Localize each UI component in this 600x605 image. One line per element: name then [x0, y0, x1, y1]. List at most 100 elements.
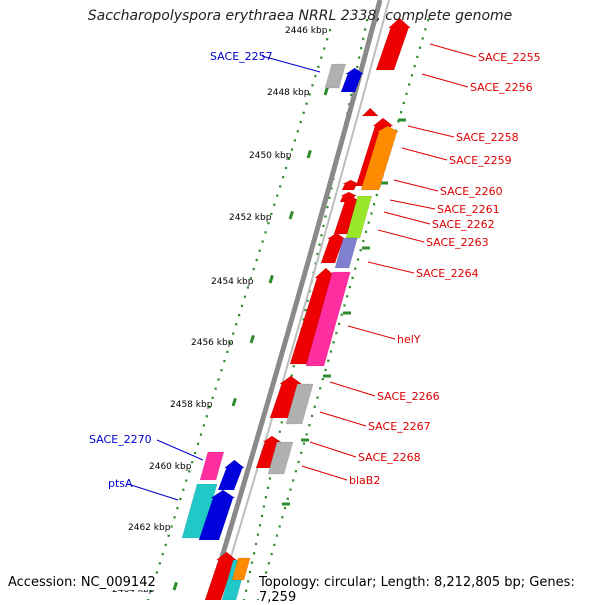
gene-label-blab2[interactable]: blaB2: [349, 474, 380, 487]
track-dot: [328, 196, 331, 199]
track-dot: [402, 101, 405, 105]
track-dot: [427, 19, 430, 22]
track-dot: [351, 276, 354, 279]
track-dot: [282, 176, 285, 179]
track-dot: [329, 29, 332, 32]
track-dot: [321, 378, 324, 381]
leader-line: [393, 179, 439, 192]
gene-label-sace-2261[interactable]: SACE_2261: [437, 203, 500, 216]
track-dot: [278, 525, 281, 528]
scale-label: 2462 kbp: [128, 523, 171, 533]
track-dot: [278, 430, 281, 433]
gene-label-sace-2267[interactable]: SACE_2267: [368, 420, 431, 433]
track-dot: [360, 47, 363, 50]
track-dot: [258, 249, 261, 252]
scale-tick: [282, 502, 290, 506]
track-dot: [421, 37, 424, 40]
track-dot: [366, 19, 369, 22]
track-dot: [348, 285, 351, 289]
leader-line: [429, 43, 477, 58]
track-dot: [273, 543, 276, 546]
gene-label-sace-2255[interactable]: SACE_2255: [478, 51, 541, 64]
gene-label-sace-2260[interactable]: SACE_2260: [440, 185, 503, 198]
gene-blab2: [267, 441, 294, 475]
track-dot: [308, 93, 311, 96]
track-dot: [260, 514, 264, 518]
leader-line: [329, 381, 376, 397]
track-dot: [264, 496, 268, 499]
gene-label-sace-2266[interactable]: SACE_2266: [377, 390, 440, 403]
scale-tick: [398, 118, 406, 122]
scale-label: 2446 kbp: [285, 26, 328, 36]
track-dot: [302, 111, 305, 114]
track-dot: [413, 65, 416, 68]
track-dot: [246, 286, 250, 289]
track-dot: [293, 139, 296, 142]
scale-tick: [268, 274, 274, 284]
accession-label: Accession: NC_009142: [8, 575, 156, 590]
leader-line: [309, 441, 357, 458]
track-dot: [262, 505, 266, 508]
gene-label-sace-2259[interactable]: SACE_2259: [449, 154, 512, 167]
track-dot: [161, 553, 164, 556]
leader-line: [156, 439, 204, 461]
topology-label: Topology: circular; Length: 8,212,805 bp…: [259, 575, 600, 605]
track-dot: [155, 571, 159, 574]
gene-label-ptsa[interactable]: ptsA: [108, 477, 133, 490]
track-dot: [323, 47, 326, 50]
track-dot: [296, 130, 299, 133]
track-dot: [305, 433, 308, 436]
gene-label-sace-2270[interactable]: SACE_2270: [89, 433, 152, 446]
track-dot: [326, 38, 329, 41]
track-dot: [350, 93, 353, 97]
gene-label-sace-2268[interactable]: SACE_2268: [358, 451, 421, 464]
track-dot: [229, 341, 232, 344]
track-dot: [326, 206, 329, 209]
track-dot: [243, 295, 247, 298]
dotted-track-left: [147, 29, 332, 600]
track-dot: [320, 234, 323, 237]
track-dot: [324, 368, 327, 372]
track-dot: [270, 212, 273, 216]
track-dot: [375, 193, 378, 197]
track-dot: [226, 350, 229, 353]
track-dot: [400, 111, 403, 114]
track-dot: [348, 103, 351, 106]
track-dot: [416, 55, 419, 59]
track-dot: [418, 46, 422, 49]
track-dot: [214, 387, 217, 390]
scale-tick: [343, 311, 351, 315]
label-leader-lines: [127, 43, 477, 501]
dotted-track-right: [257, 19, 430, 600]
leader-line: [127, 483, 179, 501]
track-dot: [362, 239, 365, 243]
track-dot: [289, 488, 292, 491]
gene-label-sace-2264[interactable]: SACE_2264: [416, 267, 479, 280]
track-dot: [306, 299, 309, 302]
gene-label-sace-2258[interactable]: SACE_2258: [456, 131, 519, 144]
gene-label-sace-2256[interactable]: SACE_2256: [470, 81, 533, 94]
track-dot: [248, 570, 252, 574]
track-dot: [256, 533, 260, 536]
track-dot: [193, 451, 197, 455]
gene-label-sace-2262[interactable]: SACE_2262: [432, 218, 495, 231]
gene-sace-2267: [285, 383, 314, 425]
track-dot: [314, 262, 317, 265]
track-dot: [424, 28, 427, 31]
gene-label-sace-2263[interactable]: SACE_2263: [426, 236, 489, 249]
gene-label-hely[interactable]: helY: [397, 333, 421, 346]
track-dot: [182, 488, 185, 491]
track-dot: [176, 507, 179, 510]
track-dot: [304, 309, 307, 312]
gene-label-sace-2257[interactable]: SACE_2257: [210, 50, 273, 63]
gene-sace-2264: [334, 237, 358, 269]
track-dot: [322, 224, 325, 228]
gene-sace-2257: [324, 63, 347, 89]
track-dot: [280, 421, 283, 424]
track-dot: [346, 295, 349, 298]
track-dot: [270, 552, 273, 556]
track-dot: [308, 424, 311, 427]
track-dot: [405, 92, 408, 95]
track-dot: [238, 314, 241, 317]
gene-features: [181, 17, 412, 600]
